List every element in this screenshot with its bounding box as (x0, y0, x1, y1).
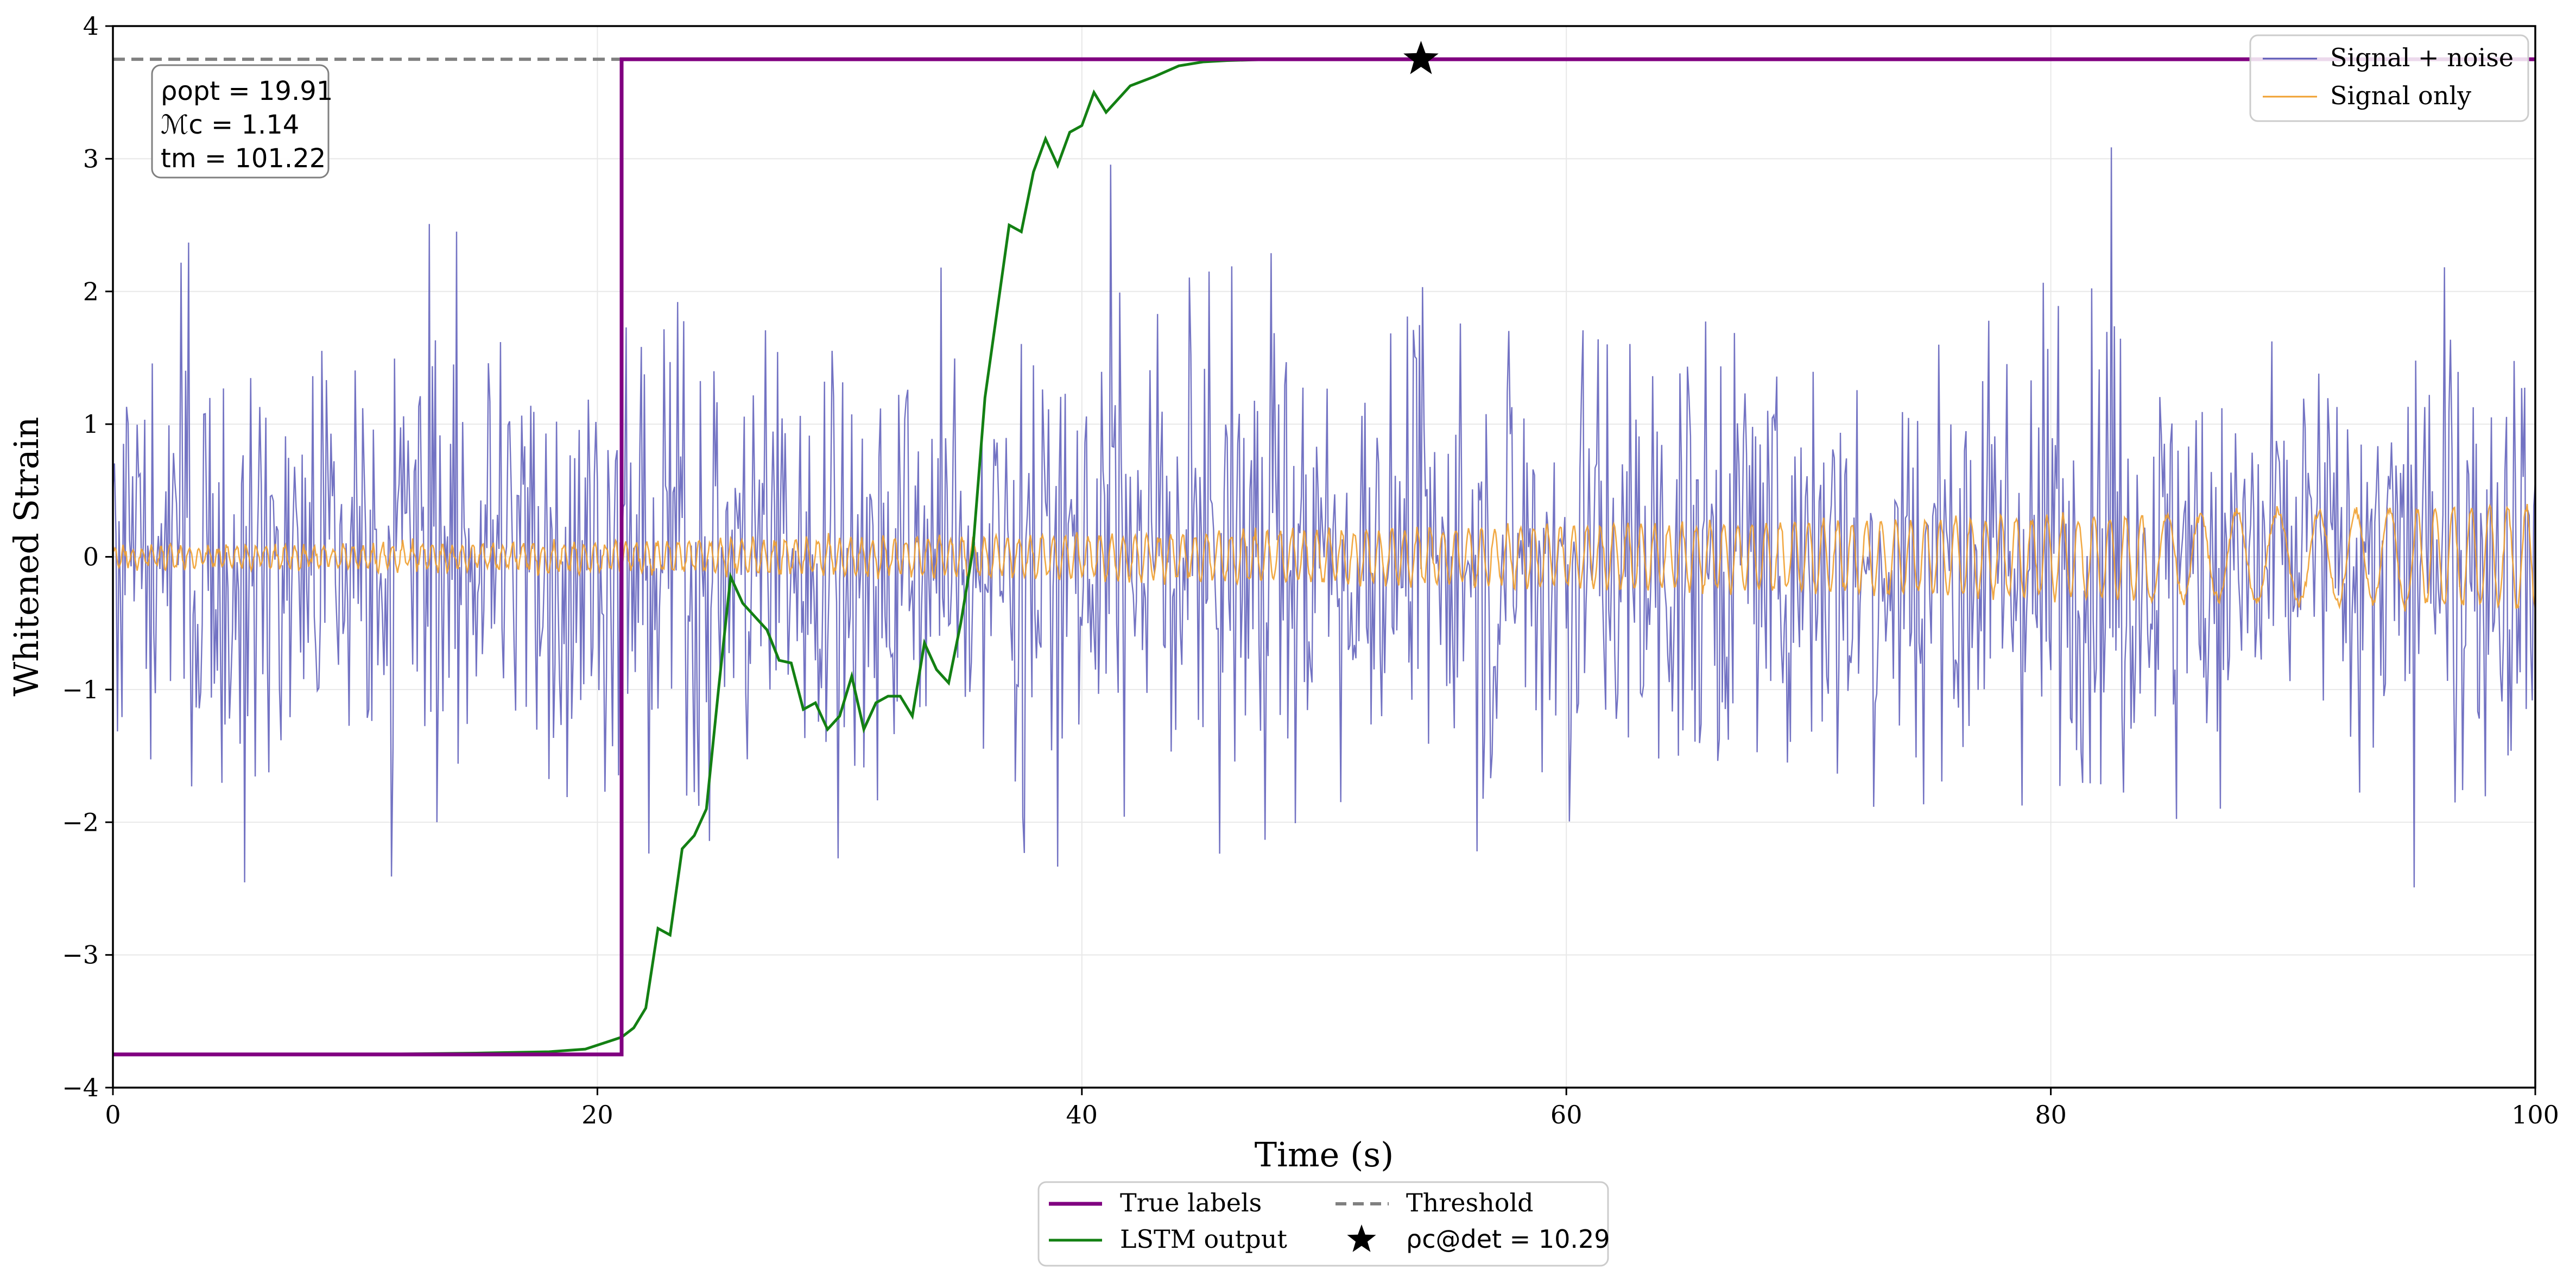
x-tick-label: 40 (1066, 1100, 1098, 1129)
y-tick-label: −4 (62, 1073, 99, 1102)
x-tick-label: 20 (581, 1100, 613, 1129)
legend-swatch-detection-star (1347, 1224, 1376, 1252)
annotation-merger-time: tm = 101.22 (161, 143, 326, 174)
y-tick-label: 0 (83, 542, 99, 572)
x-tick-label: 60 (1550, 1100, 1583, 1129)
legend-label-threshold: Threshold (1406, 1188, 1534, 1217)
y-tick-label: −1 (62, 675, 99, 704)
axis-ticks: 0 20 40 60 80 100 −4 −3 −2 −1 0 1 2 3 4 (62, 11, 2559, 1129)
signal-plus-noise-layer (113, 147, 2535, 888)
annotation-rho-opt: ρopt = 19.91 (161, 76, 333, 106)
x-tick-label: 80 (2035, 1100, 2067, 1129)
plot-area (113, 57, 2535, 1057)
true-labels-layer (113, 57, 2535, 1057)
legend-upper-right: Signal + noise Signal only (2249, 34, 2529, 122)
detection-star-marker (1403, 41, 1439, 74)
legend-label-detection: ρc@det = 10.29 (1406, 1224, 1610, 1254)
signal-only-layer (113, 503, 2535, 612)
annotation-chirp-mass: ℳc = 1.14 (161, 110, 299, 140)
signal-plus-noise-line (113, 147, 2535, 888)
y-tick-label: 3 (83, 144, 99, 173)
legend-label-lstm-output: LSTM output (1120, 1224, 1287, 1254)
y-axis-label: Whitened Strain (7, 417, 46, 697)
y-tick-label: −3 (62, 940, 99, 970)
x-tick-label: 0 (105, 1100, 121, 1129)
annotation-box: ρopt = 19.91 ℳc = 1.14 tm = 101.22 (151, 64, 333, 179)
y-tick-label: 1 (83, 409, 99, 439)
true-labels-line (113, 57, 2535, 1057)
signal-only-line (113, 503, 2535, 612)
x-tick-label: 100 (2511, 1100, 2559, 1129)
legend-label-signal-noise: Signal + noise (2330, 43, 2514, 72)
legend-label-true-labels: True labels (1120, 1188, 1262, 1217)
legend-bottom: True labels Threshold LSTM output ρc@det… (1037, 1181, 1610, 1267)
lstm-output-line (113, 58, 2535, 1056)
y-tick-label: 2 (83, 277, 99, 306)
legend-label-signal-only: Signal only (2330, 81, 2471, 110)
detection-marker-layer (1403, 41, 1439, 74)
y-tick-label: −2 (62, 807, 99, 837)
x-axis-label: Time (s) (1255, 1135, 1394, 1174)
y-tick-label: 4 (83, 11, 99, 41)
lstm-output-layer (113, 58, 2535, 1056)
